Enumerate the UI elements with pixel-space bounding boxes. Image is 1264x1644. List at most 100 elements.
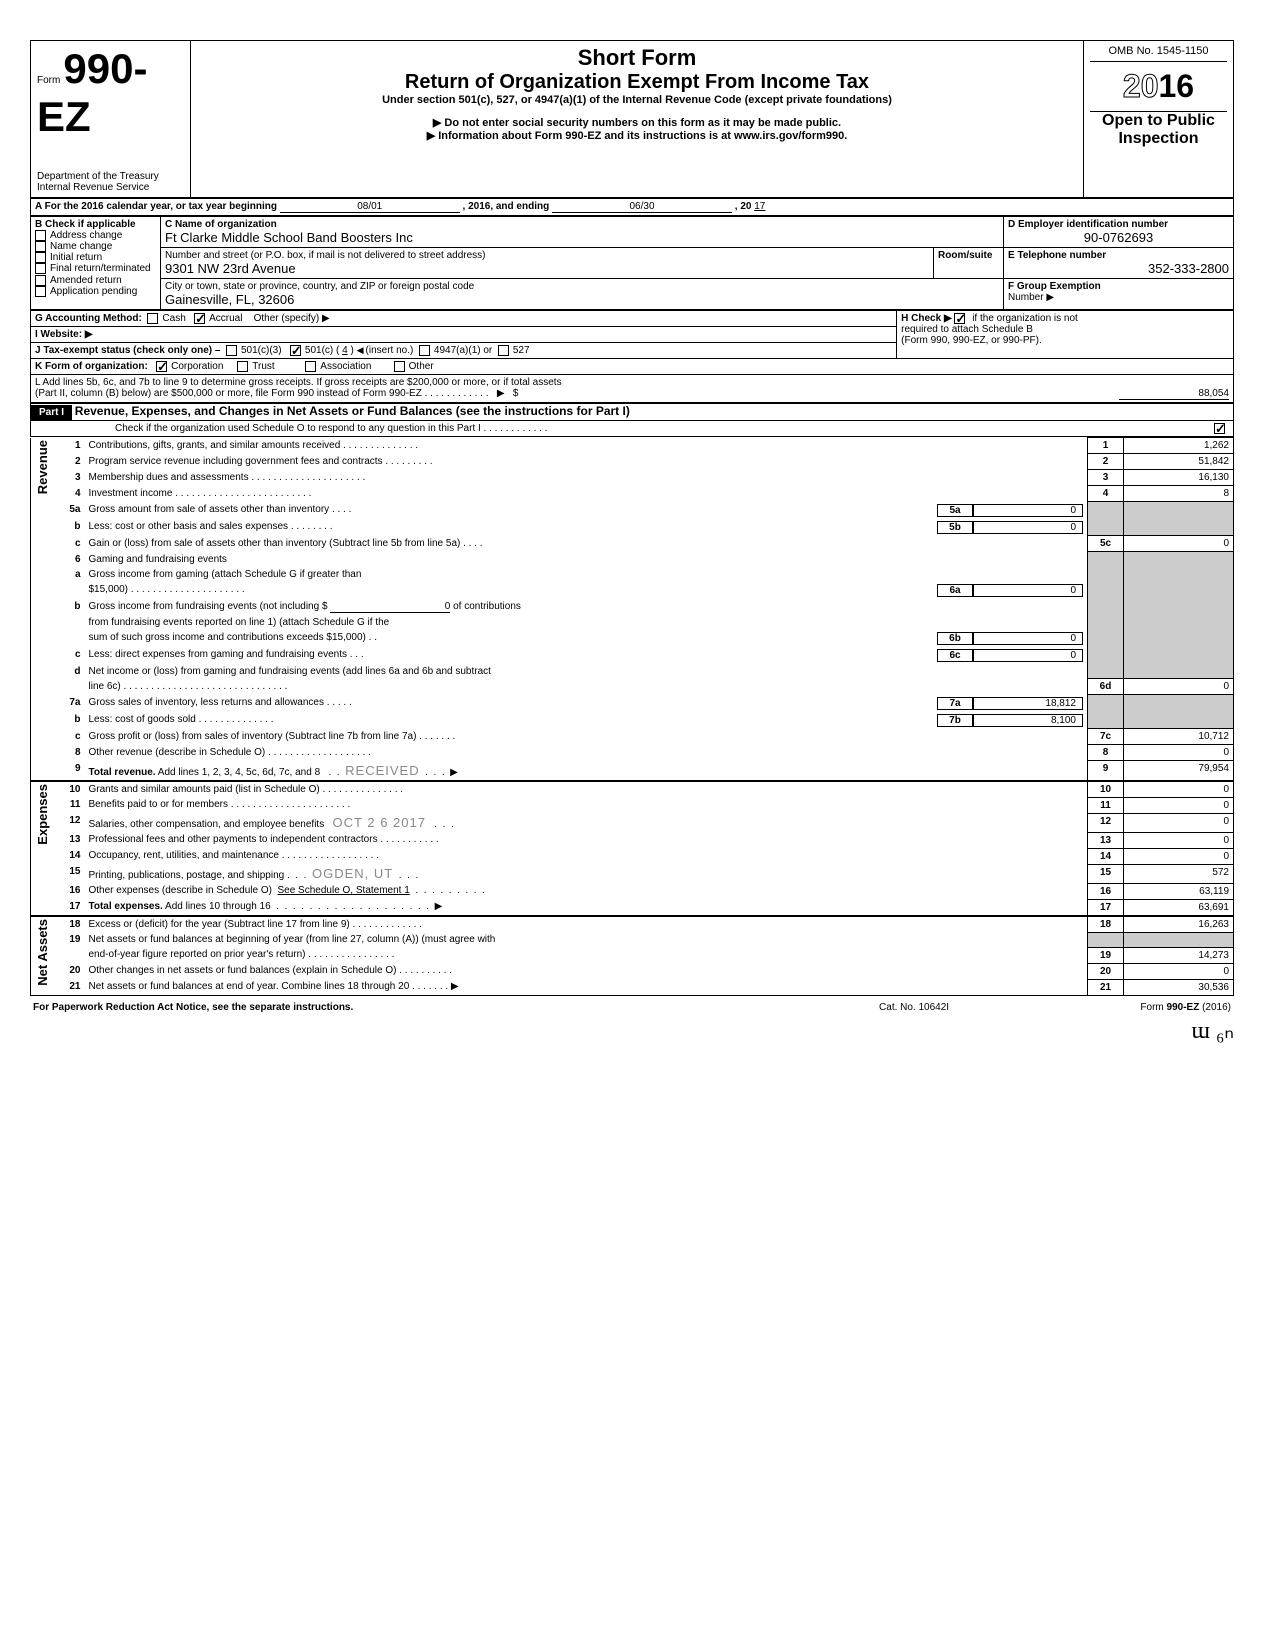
line-9-desc: Add lines 1, 2, 3, 4, 5c, 6d, 7c, and 8 …	[158, 767, 458, 778]
line-12-desc: Salaries, other compensation, and employ…	[89, 819, 454, 830]
check-cash[interactable]	[147, 313, 158, 324]
dept-treasury: Department of the Treasury	[37, 171, 184, 182]
line-6d-num: d	[55, 664, 85, 679]
line-7c-val: 10,712	[1124, 729, 1234, 745]
label-501c3: 501(c)(3)	[241, 345, 282, 356]
line-6-desc: Gaming and fundraising events	[85, 552, 1088, 567]
line-11-val: 0	[1124, 797, 1234, 813]
check-other-org[interactable]	[394, 361, 405, 372]
line-1-box: 1	[1088, 438, 1124, 454]
section-k-label: K Form of organization:	[35, 361, 148, 372]
line-19-desc1: Net assets or fund balances at beginning…	[85, 932, 1088, 947]
check-address-change[interactable]	[35, 230, 46, 241]
line-6-shaded-val	[1124, 552, 1234, 679]
line-2-val: 51,842	[1124, 454, 1234, 470]
line-6d-desc2: line 6c) . . . . . . . . . . . . . . . .…	[85, 679, 1088, 695]
sidebar-revenue: Revenue	[35, 440, 50, 494]
section-i-label: I Website: ▶	[35, 329, 93, 340]
line-5a-sub: 5a	[937, 504, 973, 517]
label-accrual: Accrual	[209, 313, 242, 324]
line-6b-desc1: Gross income from fundraising events (no…	[89, 601, 328, 612]
line-7a-num: 7a	[55, 695, 85, 712]
line-13-val: 0	[1124, 832, 1234, 848]
label-application-pending: Application pending	[50, 286, 137, 297]
section-c-label: C Name of organization	[165, 219, 999, 230]
label-trust: Trust	[252, 361, 274, 372]
line-6a-desc1: Gross income from gaming (attach Schedul…	[85, 567, 1088, 582]
line-5c-val: 0	[1124, 536, 1234, 552]
line-7b-num: b	[55, 712, 85, 729]
line-6c-sub: 6c	[937, 649, 973, 662]
line-7-shaded-box	[1088, 695, 1124, 729]
check-501c3[interactable]	[226, 345, 237, 356]
check-501c[interactable]	[290, 345, 301, 356]
irs-label: Internal Revenue Service	[37, 182, 184, 193]
short-form-title: Short Form	[197, 45, 1077, 71]
check-schedule-b[interactable]	[954, 313, 965, 324]
line-8-box: 8	[1088, 745, 1124, 761]
line-6c-desc: Less: direct expenses from gaming and fu…	[89, 649, 364, 660]
section-l-line1: L Add lines 5b, 6c, and 7b to line 9 to …	[35, 377, 1229, 388]
line-14-box: 14	[1088, 848, 1124, 864]
tax-year-end-yy: 17	[754, 201, 765, 212]
line-5b-subval: 0	[973, 521, 1083, 534]
check-final-return[interactable]	[35, 263, 46, 274]
line-19-val: 14,273	[1124, 947, 1234, 963]
check-trust[interactable]	[237, 361, 248, 372]
line-6c-subval: 0	[973, 649, 1083, 662]
line-1-desc: Contributions, gifts, grants, and simila…	[85, 438, 1088, 454]
line-14-num: 14	[55, 848, 85, 864]
section-g-label: G Accounting Method:	[35, 313, 142, 324]
line-19-shaded-box	[1088, 932, 1124, 947]
line-4-desc: Investment income . . . . . . . . . . . …	[85, 486, 1088, 502]
line-17-val: 63,691	[1124, 899, 1234, 916]
section-j-label: J Tax-exempt status (check only one) –	[35, 345, 220, 356]
check-corporation[interactable]	[156, 361, 167, 372]
line-3-box: 3	[1088, 470, 1124, 486]
line-7b-subval: 8,100	[973, 714, 1083, 727]
check-application-pending[interactable]	[35, 286, 46, 297]
check-4947[interactable]	[419, 345, 430, 356]
line-5c-desc: Gain or (loss) from sale of assets other…	[85, 536, 1088, 552]
line-4-num: 4	[55, 486, 85, 502]
check-name-change[interactable]	[35, 241, 46, 252]
section-b-title: B Check if applicable	[35, 219, 156, 230]
line-10-val: 0	[1124, 781, 1234, 798]
line-19-num: 19	[55, 932, 85, 947]
sidebar-net-assets: Net Assets	[35, 919, 50, 986]
section-e-label: E Telephone number	[1008, 250, 1229, 261]
check-initial-return[interactable]	[35, 252, 46, 263]
stamp-received: RECEIVED	[345, 763, 419, 778]
line-19-shaded-val	[1124, 932, 1234, 947]
line-16-num: 16	[55, 883, 85, 899]
check-amended[interactable]	[35, 275, 46, 286]
line-8-val: 0	[1124, 745, 1234, 761]
check-527[interactable]	[498, 345, 509, 356]
gross-receipts-value: 88,054	[1119, 388, 1229, 400]
line-2-desc: Program service revenue including govern…	[85, 454, 1088, 470]
footer-form: Form 990-EZ (2016)	[1140, 1002, 1231, 1013]
line-6d-desc1: Net income or (loss) from gaming and fun…	[85, 664, 1088, 679]
line-16-box: 16	[1088, 883, 1124, 899]
line-12-val: 0	[1124, 813, 1234, 832]
line-3-num: 3	[55, 470, 85, 486]
check-association[interactable]	[305, 361, 316, 372]
line-3-desc: Membership dues and assessments . . . . …	[85, 470, 1088, 486]
section-h-text: if the organization is not	[972, 313, 1078, 324]
line-7a-desc: Gross sales of inventory, less returns a…	[89, 697, 352, 708]
line-7c-box: 7c	[1088, 729, 1124, 745]
label-other-org: Other	[409, 361, 434, 372]
city-label: City or town, state or province, country…	[165, 281, 999, 292]
line-9-box: 9	[1088, 761, 1124, 781]
omb-number: OMB No. 1545-1150	[1090, 45, 1227, 62]
line-17-num: 17	[55, 899, 85, 916]
check-accrual[interactable]	[194, 313, 205, 324]
line-6b-subval: 0	[973, 632, 1083, 645]
form-header: Form 990-EZ Department of the Treasury I…	[30, 40, 1234, 198]
line-11-num: 11	[55, 797, 85, 813]
check-schedule-o[interactable]	[1214, 423, 1225, 434]
line-21-box: 21	[1088, 979, 1124, 995]
line-6b-contrib: 0	[330, 601, 450, 613]
line-15-num: 15	[55, 864, 85, 883]
line-7a-subval: 18,812	[973, 697, 1083, 710]
